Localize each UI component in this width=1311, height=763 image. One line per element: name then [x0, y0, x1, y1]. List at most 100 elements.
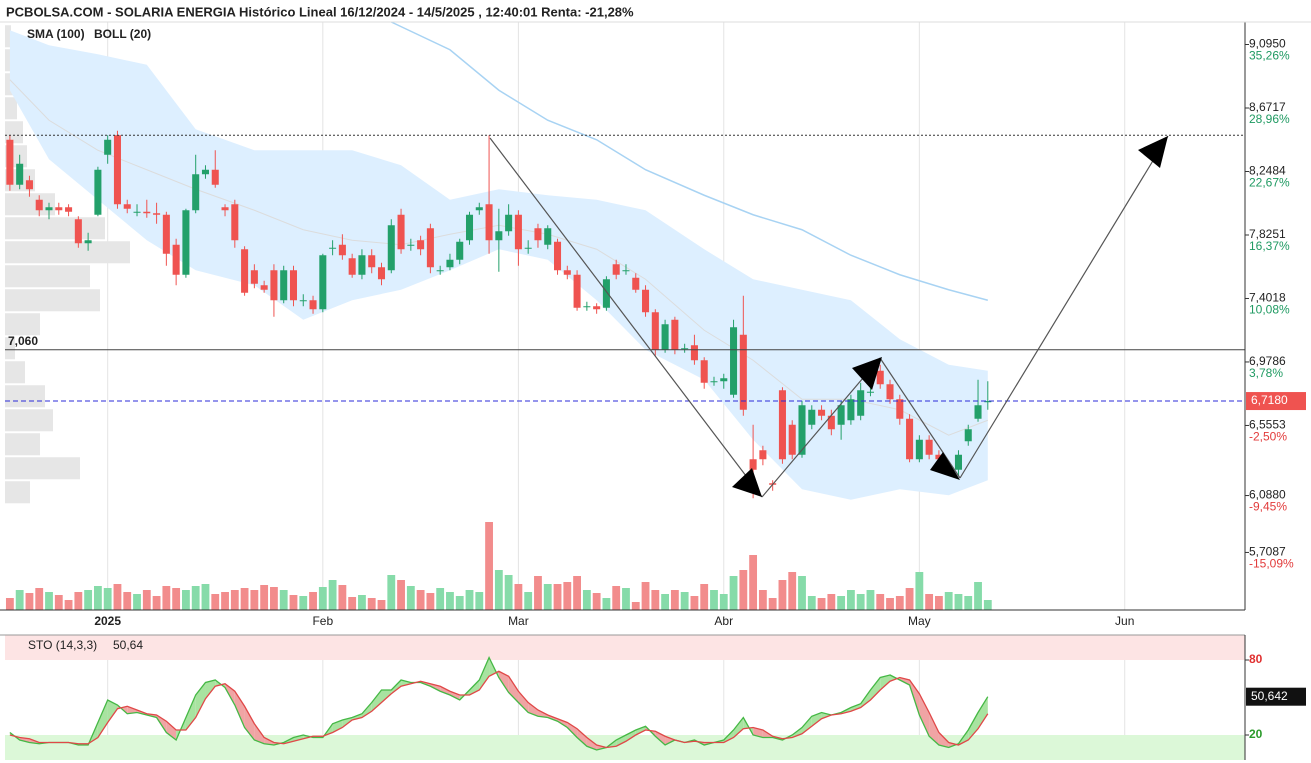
candle-body	[514, 214, 522, 250]
candle-body	[964, 429, 972, 442]
volume-bar	[270, 587, 278, 610]
volume-bar	[387, 575, 396, 610]
oscillator-fill	[635, 726, 646, 735]
volume-bar	[886, 598, 894, 610]
volume-bar	[230, 590, 239, 610]
volume-bar	[768, 598, 777, 610]
volume-bar	[837, 596, 846, 610]
volume-bar	[35, 588, 44, 610]
candle-body	[123, 204, 131, 209]
candle-body	[74, 219, 82, 244]
volume-bar	[915, 572, 924, 610]
candle-body	[250, 270, 258, 284]
candle-body	[573, 274, 581, 308]
volume-bar	[397, 580, 405, 610]
volume-bar	[15, 590, 24, 610]
oscillator-fill	[616, 735, 626, 747]
oscillator-fill	[97, 700, 108, 738]
candle-body	[299, 300, 307, 302]
volume-bar	[524, 592, 533, 610]
candle-body	[319, 255, 327, 310]
volume-bar	[113, 584, 122, 610]
candle-body	[192, 174, 200, 211]
oscillator-fill	[518, 691, 529, 713]
candle-body	[397, 214, 405, 250]
candle-body	[260, 285, 268, 290]
candle-body	[465, 214, 474, 241]
y2-tick-label: 28,96%	[1249, 112, 1290, 126]
candle-body	[25, 180, 33, 190]
candle-body	[837, 405, 845, 425]
candle-body	[778, 390, 786, 460]
y2-tick-label: 16,37%	[1249, 239, 1290, 253]
volume-bar	[670, 590, 679, 610]
candle-body	[710, 381, 718, 383]
x-tick-label: May	[908, 614, 931, 628]
oscillator-fill	[401, 680, 411, 687]
candle-body	[133, 211, 141, 213]
oscillator-fill	[919, 693, 930, 737]
volume-bar	[602, 598, 611, 610]
volume-bar	[758, 590, 767, 610]
volume-bar	[514, 584, 523, 610]
volume-profile-bar	[5, 337, 15, 360]
volume-profile-bar	[5, 49, 13, 72]
oscillator-fill	[508, 676, 519, 703]
volume-profile-bar	[5, 217, 105, 240]
arrow-head	[930, 452, 960, 480]
volume-bar	[846, 590, 855, 610]
oscillator-fill	[371, 690, 382, 712]
volume-bar	[182, 590, 190, 610]
volume-bar	[817, 598, 826, 610]
volume-bar	[661, 594, 670, 610]
x-tick-label: Mar	[508, 614, 529, 628]
candle-body	[475, 207, 483, 211]
candle-body	[739, 334, 747, 410]
candle-body	[446, 259, 454, 268]
candle-body	[632, 277, 640, 290]
volume-bar	[446, 592, 454, 610]
volume-bar	[807, 596, 816, 610]
volume-bar	[534, 576, 542, 610]
candle-body	[847, 399, 855, 421]
candle-body	[759, 450, 767, 460]
candle-body	[338, 244, 346, 256]
oscillator-line	[9, 655, 989, 751]
volume-bar	[406, 586, 415, 610]
candle-body	[358, 255, 366, 275]
volume-bar	[778, 580, 787, 610]
sma-line	[390, 21, 989, 301]
trend-line	[959, 135, 1169, 479]
candle-body	[886, 384, 894, 400]
oscillator-fill	[293, 735, 304, 742]
oscillator-fill	[929, 712, 939, 745]
oscillator-fill	[391, 680, 402, 694]
arrow-head	[732, 468, 762, 497]
volume-bar	[582, 590, 591, 610]
volume-bar	[573, 576, 581, 610]
volume-bar	[631, 602, 640, 610]
y2-tick-label: -15,09%	[1249, 557, 1294, 571]
candle-body	[84, 240, 92, 244]
volume-bar	[328, 580, 337, 610]
volume-bar	[318, 587, 327, 610]
volume-bar	[377, 600, 386, 610]
volume-bar	[74, 592, 83, 610]
candle-body	[221, 207, 229, 211]
volume-bar	[710, 590, 718, 610]
volume-profile-bar	[5, 361, 25, 384]
volume-bar	[25, 593, 34, 610]
candle-body	[104, 139, 112, 155]
volume-profile-bar	[5, 289, 100, 312]
x-tick-label: 2025	[94, 614, 121, 628]
candle-body	[348, 258, 356, 275]
candle-body	[915, 439, 923, 460]
price-line-label: 7,060	[8, 334, 38, 348]
volume-bar	[279, 590, 288, 610]
volume-bar	[690, 596, 699, 610]
oscillator-fill	[440, 686, 450, 695]
candle-body	[377, 267, 386, 280]
volume-profile-bar	[5, 193, 55, 216]
volume-bar	[367, 598, 376, 610]
volume-bar	[856, 594, 865, 610]
